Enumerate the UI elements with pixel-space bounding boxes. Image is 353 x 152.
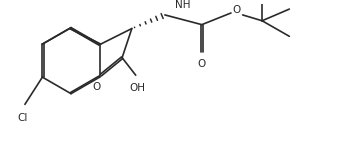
Text: NH: NH <box>175 0 190 10</box>
Text: O: O <box>93 82 101 92</box>
Text: O: O <box>198 59 206 69</box>
Text: O: O <box>233 5 241 15</box>
Text: OH: OH <box>130 83 146 93</box>
Text: Cl: Cl <box>18 113 28 123</box>
